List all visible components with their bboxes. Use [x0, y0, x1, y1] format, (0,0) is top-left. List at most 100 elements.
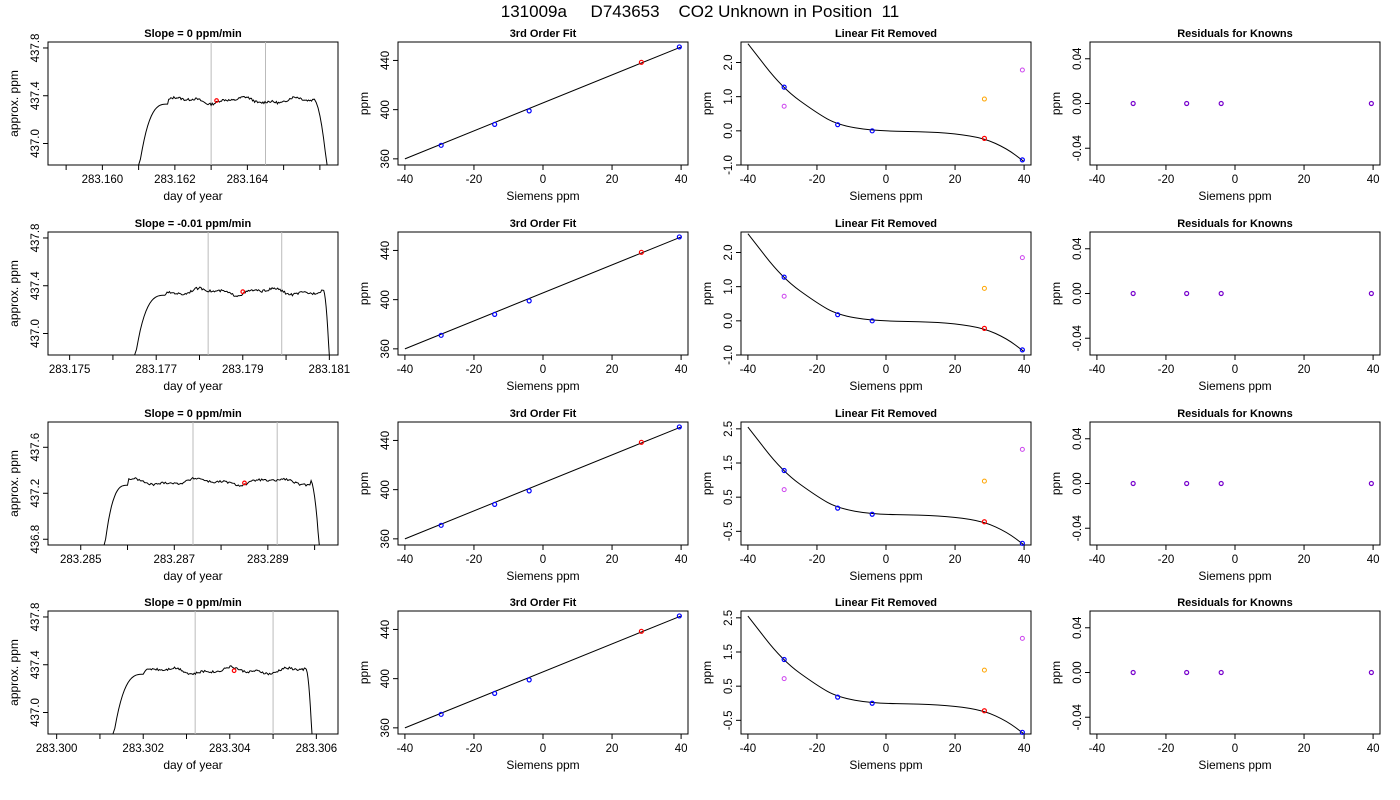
chart-16-title: Residuals for Knowns [1177, 597, 1293, 609]
chart-8-x-tick-label: -40 [1089, 364, 1106, 376]
chart-14-x-tick-label: -40 [397, 743, 414, 755]
chart-16-x-tick-label: 0 [1232, 743, 1238, 755]
chart-13-mean-point [231, 668, 237, 674]
chart-4-y-tick-label: 0.00 [1072, 92, 1084, 114]
chart-3-cubic-curve [747, 43, 1025, 162]
chart-12-known-point [1130, 480, 1136, 487]
chart-2-x-tick-label: 40 [675, 174, 688, 186]
chart-8-y-axis-label: ppm [1049, 282, 1063, 305]
chart-10-x-tick-label: -40 [397, 554, 414, 566]
chart-14-known-point [526, 677, 532, 683]
chart-3-known-point [835, 122, 841, 128]
chart-5-x-tick-label: 283.175 [49, 364, 91, 376]
chart-5-plot-frame [47, 231, 339, 356]
chart-5-y-axis-label: approx. ppm [7, 260, 21, 327]
chart-11-y-axis-label: ppm [700, 472, 714, 495]
chart-3-plot-frame [740, 41, 1032, 166]
chart-10-plot-frame [397, 421, 689, 546]
chart-2-x-tick-label: -40 [397, 174, 414, 186]
chart-2-known-point [438, 142, 444, 148]
chart-9-title: Slope = 0 ppm/min [144, 408, 242, 420]
chart-3-unknown-point [981, 135, 987, 141]
chart-6-known-point [438, 332, 444, 338]
chart-8-x-axis-label: Siemens ppm [1198, 379, 1271, 393]
chart-4-known-point [1130, 100, 1136, 107]
chart-9-x-tick-label: 283.287 [154, 554, 196, 566]
chart-2-known-point [676, 44, 682, 50]
chart-7-known-point [869, 318, 875, 324]
chart-14-y-tick-label: 400 [380, 669, 392, 688]
chart-8-known-point [1184, 290, 1190, 297]
chart-16-x-tick-label: -20 [1158, 743, 1175, 755]
chart-8-x-tick-label: 0 [1232, 364, 1238, 376]
chart-16-x-tick-label: -40 [1089, 743, 1106, 755]
chart-13-co2-trace [112, 665, 313, 735]
chart-2-y-tick-label: 400 [380, 100, 392, 119]
chart-10-x-tick-label: -20 [466, 554, 483, 566]
chart-9-x-axis-label: day of year [163, 569, 222, 583]
chart-12-plot-frame [1089, 421, 1381, 546]
chart-15-unknown-point [981, 708, 987, 714]
chart-13-plot-frame [47, 610, 339, 735]
chart-9-co2-trace [103, 476, 320, 546]
chart-9-y-tick-label: 437.6 [30, 433, 42, 462]
chart-14-y-tick-label: 360 [380, 718, 392, 737]
chart-6-y-tick-label: 360 [380, 339, 392, 358]
chart-5-title: Slope = -0.01 ppm/min [135, 218, 252, 230]
chart-6-plot-frame [397, 231, 689, 356]
chart-15-y-tick-label: -0.5 [723, 710, 735, 730]
chart-6-fit-line [404, 236, 682, 350]
chart-13-x-axis-label: day of year [163, 758, 222, 772]
chart-4-known-point [1368, 100, 1374, 107]
chart-7-x-tick-label: -20 [809, 364, 826, 376]
chart-7-x-tick-label: 40 [1018, 364, 1031, 376]
chart-3-x-tick-label: -20 [809, 174, 826, 186]
chart-16-y-tick-label: -0.04 [1072, 704, 1084, 731]
chart-14-x-axis-label: Siemens ppm [506, 758, 579, 772]
chart-15-y-tick-label: 1.5 [723, 644, 735, 660]
chart-4-title: Residuals for Knowns [1177, 28, 1293, 40]
chart-10-title: 3rd Order Fit [510, 408, 577, 420]
chart-4-x-axis-label: Siemens ppm [1198, 189, 1271, 203]
chart-4-y-tick-label: -0.04 [1072, 135, 1084, 162]
chart-2-title: 3rd Order Fit [510, 28, 577, 40]
chart-11-cubic-curve [747, 426, 1025, 546]
chart-2-y-tick-label: 440 [380, 51, 392, 70]
chart-10-unknown-point [638, 439, 644, 445]
chart-11-known-point [835, 505, 841, 511]
chart-4-plot-frame [1089, 41, 1381, 166]
chart-12-x-tick-label: -40 [1089, 554, 1106, 566]
chart-15-y-axis-label: ppm [700, 661, 714, 684]
chart-9-y-axis-label: approx. ppm [7, 450, 21, 517]
chart-7-y-tick-label: 1.0 [723, 279, 735, 295]
chart-6-x-tick-label: 20 [606, 364, 619, 376]
chart-8-known-point [1218, 290, 1224, 297]
chart-10-known-point [492, 501, 498, 508]
chart-7-orange-point [981, 285, 987, 291]
chart-5-x-tick-label: 283.177 [135, 364, 177, 376]
chart-3-magenta-point [1019, 67, 1025, 73]
chart-14-known-point [438, 711, 444, 717]
chart-14-known-point [676, 613, 682, 619]
chart-8-y-tick-label: -0.04 [1072, 325, 1084, 352]
chart-3-known-point [1019, 157, 1025, 163]
chart-6-unknown-point [638, 249, 644, 255]
chart-15-known-point [869, 700, 875, 706]
chart-14-fit-line [404, 615, 682, 729]
chart-6-x-tick-label: -40 [397, 364, 414, 376]
chart-5-mean-point [240, 289, 246, 295]
chart-12-y-tick-label: 0.00 [1072, 472, 1084, 494]
chart-13-x-tick-label: 283.306 [296, 743, 338, 755]
chart-9-y-tick-label: 437.2 [30, 479, 42, 508]
chart-2-x-axis-label: Siemens ppm [506, 189, 579, 203]
chart-5-y-tick-label: 437.0 [30, 319, 42, 348]
chart-10-y-tick-label: 440 [380, 431, 392, 450]
chart-10-fit-line [404, 426, 682, 540]
chart-14-x-tick-label: 0 [540, 743, 546, 755]
chart-16-known-point [1184, 669, 1190, 676]
chart-12-x-axis-label: Siemens ppm [1198, 569, 1271, 583]
chart-2-x-tick-label: -20 [466, 174, 483, 186]
chart-8-x-tick-label: -20 [1158, 364, 1175, 376]
chart-7-known-point [835, 312, 841, 318]
chart-15-x-tick-label: 20 [949, 743, 962, 755]
